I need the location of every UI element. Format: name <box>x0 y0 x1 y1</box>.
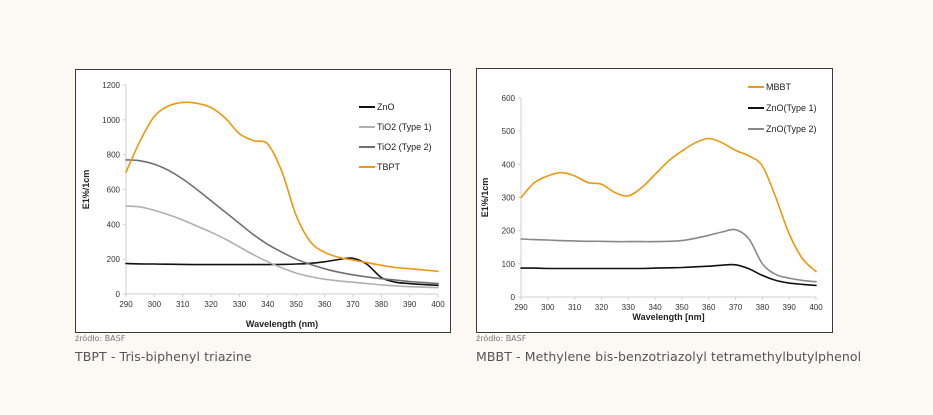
x-tick-label: 310 <box>568 303 582 312</box>
source-label-mbbt: źródło: BASF <box>476 334 527 343</box>
y-tick-label: 200 <box>502 227 516 236</box>
x-tick-label: 370 <box>346 300 360 309</box>
y-tick-label: 300 <box>502 194 516 203</box>
series-line-tbpt <box>125 101 439 273</box>
x-tick-label: 340 <box>261 300 275 309</box>
y-tick-label: 0 <box>511 293 516 302</box>
x-tick-label: 390 <box>783 303 797 312</box>
chart-panel-tbpt: 0 200 400 600 800 1000 1200 290 300 310 320 330 340 3… <box>75 69 451 333</box>
y-tick-label: 500 <box>502 127 516 136</box>
x-tick-label: 330 <box>233 300 247 309</box>
x-tick-label: 310 <box>176 300 190 309</box>
legend-label: ZnO(Type 2) <box>766 124 817 134</box>
x-tick-label: 350 <box>290 300 304 309</box>
tbpt-absorbance-chart: 0 200 400 600 800 1000 1200 290 300 310 320 330 340 3… <box>81 81 445 329</box>
x-axis-title: Wavelength (nm) <box>246 319 318 329</box>
caption-mbbt: MBBT - Methylene bis-benzotriazolyl tetr… <box>476 349 862 364</box>
x-tick-label: 350 <box>675 303 689 312</box>
y-axis-title: E1%/1cm <box>81 170 91 210</box>
caption-tbpt: TBPT - Tris-biphenyl triazine <box>75 349 252 364</box>
y-tick-label: 200 <box>107 255 121 264</box>
x-tick-label: 320 <box>595 303 609 312</box>
x-tick-label: 290 <box>514 303 528 312</box>
y-tick-label: 1000 <box>102 116 120 125</box>
legend-label: TiO2 (Type 2) <box>377 142 432 152</box>
x-tick-label: 400 <box>809 303 823 312</box>
y-tick-label: 0 <box>116 290 121 299</box>
x-tick-label: 300 <box>541 303 555 312</box>
x-tick-label: 330 <box>622 303 636 312</box>
x-axis-title: Wavelength [nm] <box>632 312 704 322</box>
y-tick-label: 400 <box>107 220 121 229</box>
x-tick-label: 290 <box>119 300 133 309</box>
y-axis-title: E1%/1cm <box>480 178 490 218</box>
legend-label: MBBT <box>766 82 792 92</box>
y-tick-label: 600 <box>502 94 516 103</box>
legend-label: TBPT <box>377 162 401 172</box>
mbbt-absorbance-chart: 0 100 200 300 400 500 600 290 300 310 320 330 340 350… <box>480 82 823 322</box>
series-line-zno-type-2 <box>520 228 817 283</box>
series-line-zno <box>125 257 439 287</box>
source-label-tbpt: źródło: BASF <box>75 334 126 343</box>
series-line-zno-type-1 <box>520 263 817 287</box>
legend-label: TiO2 (Type 1) <box>377 122 432 132</box>
x-tick-label: 380 <box>756 303 770 312</box>
series-line-tio2-type-1 <box>125 205 439 289</box>
legend-label: ZnO <box>377 102 395 112</box>
x-tick-label: 400 <box>431 300 445 309</box>
y-tick-label: 1200 <box>102 81 120 90</box>
x-tick-label: 320 <box>204 300 218 309</box>
x-tick-label: 380 <box>375 300 389 309</box>
x-tick-label: 370 <box>729 303 743 312</box>
y-tick-label: 600 <box>107 186 121 195</box>
series-line-tio2-type-2 <box>125 159 439 285</box>
x-tick-label: 340 <box>648 303 662 312</box>
chart-panel-mbbt: 0 100 200 300 400 500 600 290 300 310 320 330 340 350… <box>476 68 833 333</box>
y-tick-label: 800 <box>107 151 121 160</box>
x-tick-label: 360 <box>318 300 332 309</box>
series-line-mbbt <box>520 137 817 273</box>
y-tick-label: 400 <box>502 160 516 169</box>
x-tick-label: 300 <box>148 300 162 309</box>
x-tick-label: 390 <box>403 300 417 309</box>
x-tick-label: 360 <box>702 303 716 312</box>
legend-label: ZnO(Type 1) <box>766 103 817 113</box>
y-tick-label: 100 <box>502 260 516 269</box>
